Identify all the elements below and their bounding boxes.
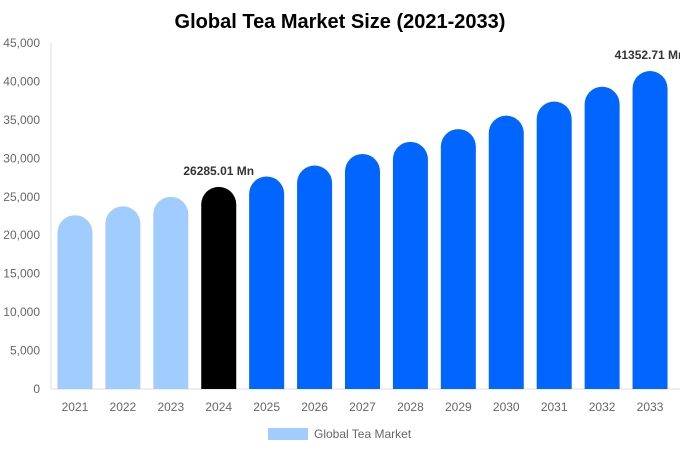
bar-2028[interactable] [392, 141, 428, 389]
x-tick-label: 2021 [62, 400, 89, 414]
legend-swatch [268, 428, 308, 440]
legend[interactable]: Global Tea Market [268, 427, 412, 441]
legend-label: Global Tea Market [314, 427, 412, 441]
data-label-2024: 26285.01 Mn [183, 164, 254, 178]
y-tick-label: 10,000 [3, 305, 40, 319]
y-tick-label: 15,000 [3, 267, 40, 281]
bar-2026[interactable] [297, 165, 333, 389]
x-tick-label: 2031 [541, 400, 568, 414]
y-tick-label: 35,000 [3, 113, 40, 127]
x-tick-label: 2032 [589, 400, 616, 414]
x-tick-label: 2024 [205, 400, 232, 414]
x-tick-label: 2026 [301, 400, 328, 414]
x-tick-label: 2028 [397, 400, 424, 414]
bar-2023[interactable] [153, 196, 189, 389]
bar-2021[interactable] [57, 215, 93, 389]
y-tick-label: 5,000 [10, 344, 40, 358]
y-tick-label: 0 [33, 382, 40, 396]
y-tick-label: 30,000 [3, 151, 40, 165]
chart-title: Global Tea Market Size (2021-2033) [175, 11, 506, 33]
data-labels: 26285.01 Mn 41352.71 Mn [183, 48, 680, 178]
x-tick-label: 2030 [493, 400, 520, 414]
x-tick-label: 2022 [110, 400, 137, 414]
y-axis: 0 5,000 10,000 15,000 20,000 25,000 30,000 35,0… [3, 36, 52, 396]
bar-2033[interactable] [632, 71, 668, 389]
y-tick-label: 20,000 [3, 228, 40, 242]
x-tick-label: 2033 [637, 400, 664, 414]
x-tick-label: 2023 [157, 400, 184, 414]
bar-2032[interactable] [584, 86, 620, 390]
bar-2025[interactable] [249, 176, 285, 389]
x-axis: 2021 2022 2023 2024 2025 2026 2027 2028 2029 2030… [51, 388, 680, 414]
y-tick-label: 25,000 [3, 190, 40, 204]
x-tick-label: 2029 [445, 400, 472, 414]
bar-2027[interactable] [345, 153, 380, 389]
bar-2022[interactable] [105, 206, 141, 389]
y-tick-label: 40,000 [3, 74, 40, 88]
bar-2029[interactable] [440, 129, 476, 389]
x-tick-label: 2025 [253, 400, 280, 414]
y-tick-label: 45,000 [3, 36, 40, 50]
bar-2024[interactable] [201, 186, 237, 389]
x-tick-label: 2027 [349, 400, 376, 414]
bars [57, 71, 668, 390]
data-label-2033: 41352.71 Mn [615, 48, 680, 62]
bar-2031[interactable] [536, 101, 572, 389]
bar-2030[interactable] [488, 115, 524, 389]
